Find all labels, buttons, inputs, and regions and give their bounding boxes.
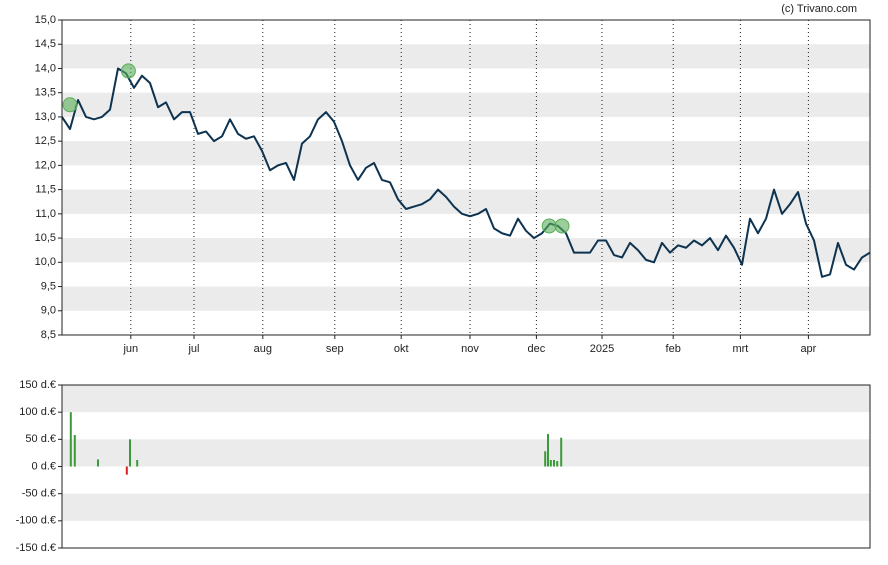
- y-tick-label: -50 d.€: [22, 488, 56, 500]
- grid-band: [62, 286, 870, 311]
- grid-band: [62, 44, 870, 69]
- x-tick-label: feb: [666, 343, 681, 355]
- y-tick-label: 50 d.€: [25, 433, 56, 445]
- y-tick-label: 10,0: [35, 256, 56, 268]
- y-tick-label: 9,0: [41, 305, 56, 317]
- volume-bar: [129, 439, 131, 467]
- volume-bar: [125, 466, 128, 475]
- x-tick-label: dec: [528, 343, 546, 355]
- x-tick-label: aug: [254, 343, 272, 355]
- x-tick-label: sep: [326, 343, 344, 355]
- volume-bar: [73, 434, 76, 467]
- grid-band: [62, 385, 870, 413]
- x-tick-label: mrt: [732, 343, 748, 355]
- volume-bar: [547, 433, 549, 467]
- volume-bar: [97, 459, 99, 467]
- y-tick-label: 14,5: [35, 38, 56, 50]
- y-tick-label: 13,5: [35, 87, 56, 99]
- grid-band: [62, 189, 870, 214]
- volume-bar: [556, 461, 559, 467]
- y-tick-label: 150 d.€: [19, 379, 56, 391]
- volume-bar: [136, 459, 139, 467]
- y-tick-label: 11,5: [35, 184, 56, 196]
- grid-band: [62, 141, 870, 166]
- x-tick-label: 2025: [590, 343, 614, 355]
- grid-band: [62, 439, 870, 467]
- volume-bar: [560, 437, 563, 467]
- trade-marker: [554, 218, 570, 234]
- x-tick-label: apr: [800, 343, 816, 355]
- y-tick-label: 10,5: [35, 232, 56, 244]
- volume-bar: [553, 459, 555, 467]
- grid-band: [62, 493, 870, 521]
- x-tick-label: jun: [122, 343, 138, 355]
- volume-bar: [549, 459, 552, 467]
- source: (c) Trivano.com: [781, 3, 857, 15]
- y-tick-label: 14,0: [35, 62, 56, 74]
- trade-marker: [541, 218, 557, 234]
- volume-bar: [544, 451, 547, 467]
- grid-band: [62, 92, 870, 117]
- y-tick-label: 0 d.€: [32, 460, 56, 472]
- y-tick-label: 8,5: [41, 329, 56, 341]
- y-tick-label: 11,0: [35, 208, 56, 220]
- x-tick-label: nov: [461, 343, 479, 355]
- y-tick-label: 9,5: [41, 280, 56, 292]
- y-tick-label: 100 d.€: [19, 406, 56, 418]
- price-line: [61, 67, 871, 278]
- y-tick-label: 15,0: [35, 14, 56, 26]
- y-tick-label: -100 d.€: [16, 515, 56, 527]
- plot-frame: [61, 19, 871, 336]
- y-tick-label: 12,5: [35, 135, 56, 147]
- grid-band: [62, 238, 870, 263]
- x-tick-label: okt: [394, 343, 409, 355]
- plot-frame: [61, 384, 871, 549]
- x-tick-label: jul: [187, 343, 199, 355]
- trade-marker: [120, 63, 136, 79]
- y-tick-label: -150 d.€: [16, 542, 56, 554]
- trade-marker: [62, 97, 78, 113]
- y-tick-label: 13,0: [35, 111, 56, 123]
- y-tick-label: 12,0: [35, 159, 56, 171]
- volume-bar: [69, 412, 72, 467]
